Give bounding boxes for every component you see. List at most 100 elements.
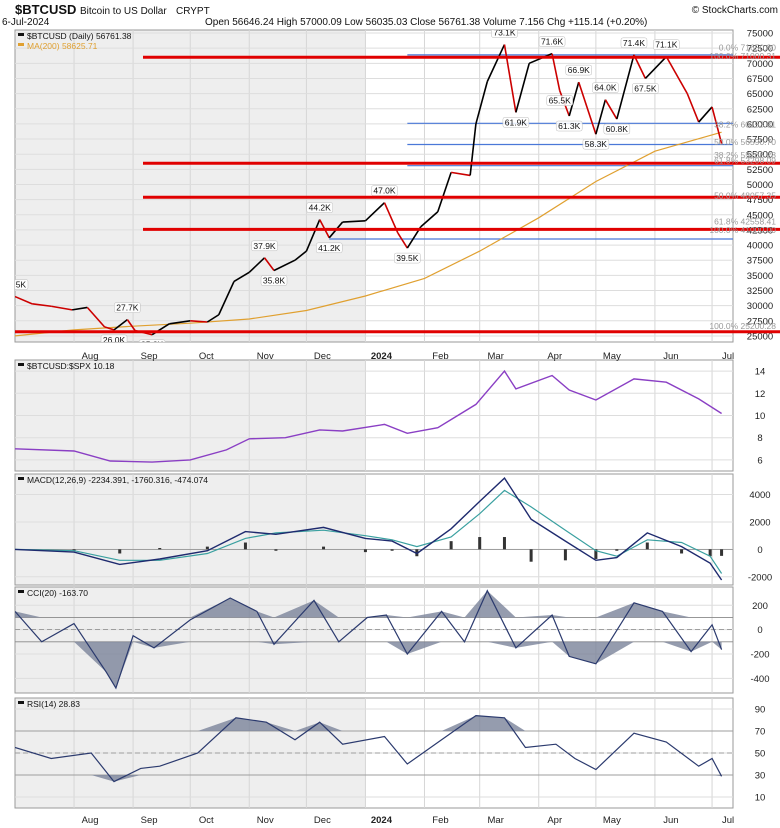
peak-label-box-2024-06-07 (653, 39, 680, 50)
fib-label-0: 0.0% 71650.30 (719, 43, 776, 53)
ratio-legend-swatch-0 (18, 363, 24, 366)
price-segment-2023-12-08 (305, 219, 321, 252)
price-tick-70000: 70000 (747, 59, 773, 70)
peak-label-2023-12-13: 41.2K (318, 243, 341, 253)
cci-tick--400: -400 (750, 674, 769, 685)
price-tick-50000: 50000 (747, 180, 773, 191)
price-axis: 25000 27500 30000 32500 35000 37500 40000 42500… (18, 29, 773, 342)
price-segment-2024-04-12 (551, 53, 561, 91)
fib-label-9: 100.0% 25200.28 (709, 321, 776, 331)
peak-label-2024-04-22: 66.9K (568, 65, 591, 75)
x-label-bottom-aug: Aug (82, 815, 99, 826)
price-segment-2024-01-23 (397, 232, 409, 249)
cci-axis: -400 -200 0 200 CCI(20) -163.70 (18, 588, 770, 685)
macd-tick--2000: -2000 (748, 572, 772, 583)
price-segment-2024-02-15 (437, 172, 452, 213)
price-segment-2023-11-09 (248, 257, 266, 273)
price-segment-2023-09-02 (126, 319, 136, 331)
x-label-top-aug: Aug (82, 351, 99, 362)
peak-label-2024-05-12: 60.8K (606, 124, 629, 134)
x-label-bottom-nov: Nov (257, 815, 274, 826)
macd-legend-swatch-0 (18, 477, 24, 480)
price-plot: 31.5K 26.0K 27.7K 25.2K 37.9K 35.8K 44.2K 41.2K… (4, 30, 733, 342)
macd-plot (15, 477, 733, 581)
peak-label-box-2024-04-17 (555, 120, 583, 132)
symbol-name: Bitcoin to US Dollar (80, 6, 167, 17)
x-label-top-2024: 2024 (371, 351, 393, 362)
ratio-tick-6: 6 (757, 455, 762, 466)
price-tick-25000: 25000 (747, 331, 773, 342)
peak-label-box-2024-05-12 (603, 123, 631, 135)
peak-label-2024-04-12: 65.5K (549, 96, 572, 106)
x-label-top-sep: Sep (141, 351, 158, 362)
price-tick-52500: 52500 (747, 165, 773, 176)
peak-label-2024-06-07: 71.1K (655, 40, 678, 50)
price-tick-62500: 62500 (747, 104, 773, 115)
peak-label-2023-12-08: 44.2K (309, 203, 332, 213)
peak-label-box-2024-05-06 (592, 82, 619, 93)
macd-hist-2024-03-01 (478, 537, 482, 550)
rsi-axis: 10 30 50 70 90 RSI(14) 28.83 (18, 699, 765, 804)
price-segment-2023-11-25 (273, 259, 296, 272)
macd-hist-2024-02-15 (449, 541, 453, 550)
price-tick-30000: 30000 (747, 301, 773, 312)
peak-label-2024-05-21: 71.4K (623, 38, 646, 48)
peak-label-2024-05-06: 64.0K (594, 83, 617, 93)
peak-label-box-2023-08-29 (114, 302, 141, 313)
x-label-bottom-jun: Jun (663, 815, 678, 826)
fib-label-6: 50.0% 48057.35 (714, 190, 776, 200)
cci-overbought-fill (15, 590, 722, 618)
price-segment-2024-02-08 (420, 211, 439, 228)
price-segment-2023-07-10 (15, 295, 33, 305)
fib-label-8: 100.0% 41000.00 (709, 225, 776, 235)
price-segment-2024-03-14 (486, 44, 506, 82)
macd-hist-2024-05-01 (594, 549, 598, 559)
fib-label-5: 61.8% 53298.09 (714, 155, 776, 165)
x-label-top-mar: Mar (488, 351, 504, 362)
price-tick-60000: 60000 (747, 119, 773, 130)
cci-tick-200: 200 (752, 601, 768, 612)
macd-panel-frame (14, 473, 734, 586)
price-panel-frame (14, 29, 734, 343)
cci-tick-0: 0 (757, 625, 762, 636)
fib-label-4: 38.2% 55266.28 (714, 150, 776, 160)
peak-label-box-2024-04-22 (565, 64, 592, 76)
cci-line (15, 589, 723, 690)
price-segment-2023-11-01 (233, 271, 250, 283)
price-segment-2023-07-31 (51, 305, 73, 311)
price-segment-2023-08-17 (86, 306, 106, 328)
cci-oversold-fill (15, 641, 722, 689)
cci-legend-swatch-0 (18, 590, 24, 593)
price-segment-2024-03-05 (475, 81, 489, 125)
ma200-line (15, 131, 722, 337)
macd-hist-2024-05-28 (645, 542, 649, 550)
price-segment-2024-02-25 (451, 171, 471, 177)
price-tick-42500: 42500 (747, 225, 773, 236)
cci-legend-0: CCI(20) -163.70 (27, 588, 88, 598)
rsi-legend-0: RSI(14) 28.83 (27, 699, 80, 709)
macd-hist-2023-08-01 (72, 549, 76, 551)
peak-label-box-2023-07-01 (15, 279, 29, 290)
price-segment-2024-05-01 (577, 81, 597, 135)
x-label-top-may: May (603, 351, 621, 362)
price-tick-32500: 32500 (747, 286, 773, 297)
x-label-top-jul: Jul (722, 351, 734, 362)
peak-label-2023-11-14: 35.8K (263, 276, 286, 286)
rsi-tick-90: 90 (755, 705, 766, 716)
price-segment-2024-06-07 (644, 56, 667, 80)
macd-hist-2023-11-15 (274, 549, 278, 551)
macd-legend-0: MACD(12,26,9) -2234.391, -1760.316, -474… (27, 475, 208, 485)
x-label-top-feb: Feb (432, 351, 448, 362)
rsi-tick-70: 70 (755, 727, 766, 738)
ratio-line (15, 369, 722, 463)
macd-hist-2024-06-30 (708, 549, 712, 557)
price-segment-2024-03-27 (515, 63, 530, 113)
x-label-bottom-feb: Feb (432, 815, 448, 826)
price-segment-2024-04-22 (568, 81, 580, 117)
macd-line (15, 477, 723, 581)
rsi-legend-swatch-0 (18, 701, 24, 704)
x-label-top-jun: Jun (663, 351, 678, 362)
price-tick-37500: 37500 (747, 256, 773, 267)
peak-label-2023-07-01: 31.5K (4, 280, 27, 290)
fib-label-2: 38.2% 60153.31 (714, 120, 776, 130)
